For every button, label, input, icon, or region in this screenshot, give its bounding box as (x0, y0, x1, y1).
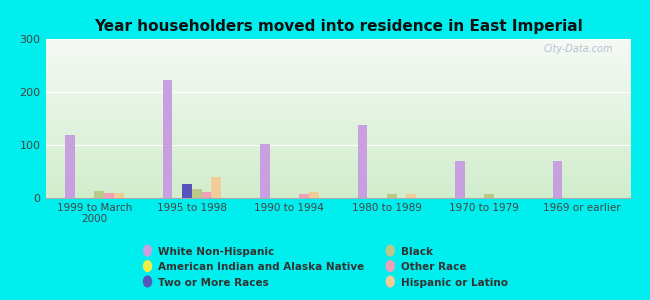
Bar (358, 125, 367, 198)
Legend: White Non-Hispanic, American Indian and Alaska Native, Two or More Races, Black,: White Non-Hispanic, American Indian and … (138, 242, 512, 292)
Bar (94, 191, 104, 198)
Title: Year householders moved into residence in East Imperial: Year householders moved into residence i… (94, 19, 582, 34)
Text: City-Data.com: City-Data.com (543, 44, 613, 54)
Bar (260, 144, 270, 198)
Bar (211, 177, 221, 198)
Bar (65, 136, 75, 198)
Bar (104, 193, 114, 198)
Bar (552, 161, 562, 198)
Bar (299, 194, 309, 198)
Bar (387, 194, 396, 198)
Bar (162, 80, 172, 198)
Bar (192, 189, 202, 198)
Bar (309, 192, 318, 198)
Bar (455, 161, 465, 198)
Bar (114, 193, 124, 198)
Bar (202, 192, 211, 198)
Bar (406, 194, 416, 198)
Bar (182, 184, 192, 198)
Bar (484, 194, 494, 198)
